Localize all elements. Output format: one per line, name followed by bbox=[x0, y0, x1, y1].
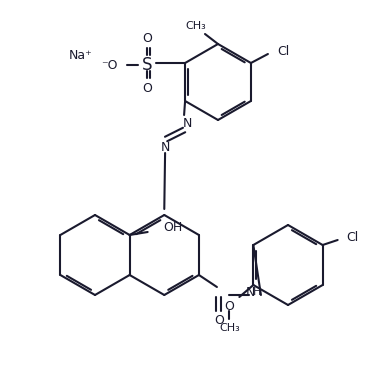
Text: O: O bbox=[224, 299, 234, 313]
Text: OH: OH bbox=[164, 221, 183, 233]
Text: O: O bbox=[142, 81, 152, 94]
Text: Cl: Cl bbox=[347, 231, 359, 243]
Text: O: O bbox=[142, 31, 152, 44]
Text: N: N bbox=[160, 141, 170, 154]
Text: CH₃: CH₃ bbox=[219, 323, 240, 333]
Text: S: S bbox=[142, 56, 152, 74]
Text: CH₃: CH₃ bbox=[186, 21, 206, 31]
Text: Cl: Cl bbox=[277, 44, 289, 57]
Text: Na⁺: Na⁺ bbox=[69, 48, 93, 61]
Text: N: N bbox=[246, 286, 256, 299]
Text: H: H bbox=[253, 287, 261, 297]
Text: N: N bbox=[182, 117, 192, 130]
Text: ⁻O: ⁻O bbox=[101, 58, 118, 71]
Text: O: O bbox=[214, 314, 224, 327]
